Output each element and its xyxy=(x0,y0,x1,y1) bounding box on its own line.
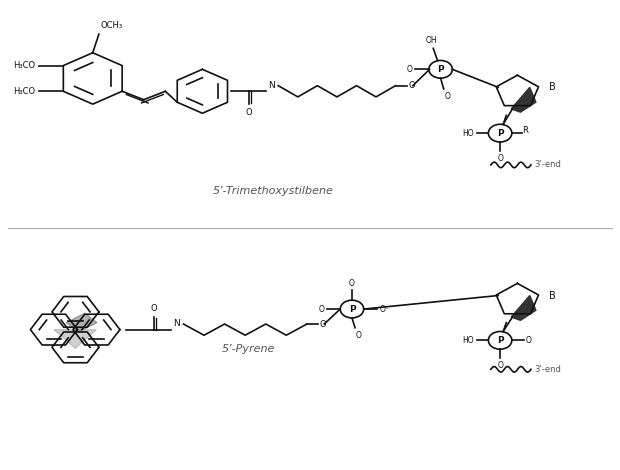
Text: 5’-Pyrene: 5’-Pyrene xyxy=(221,345,275,354)
Text: O: O xyxy=(445,92,450,101)
Text: P: P xyxy=(437,65,444,74)
Text: O: O xyxy=(320,320,327,329)
Text: O⁻: O⁻ xyxy=(379,305,389,313)
Text: P: P xyxy=(348,305,355,313)
Text: HO: HO xyxy=(463,129,474,138)
Text: H₃CO: H₃CO xyxy=(14,61,35,70)
Text: N: N xyxy=(268,81,275,90)
Text: O: O xyxy=(409,81,415,90)
Text: B: B xyxy=(549,290,556,300)
Polygon shape xyxy=(512,87,536,112)
Text: OH: OH xyxy=(425,36,437,45)
Text: O: O xyxy=(349,279,355,288)
Text: HO: HO xyxy=(463,336,474,345)
Polygon shape xyxy=(66,313,97,332)
Text: O: O xyxy=(406,65,412,74)
Text: 3’-end: 3’-end xyxy=(534,160,561,169)
Text: P: P xyxy=(497,129,503,138)
Text: O: O xyxy=(356,330,361,339)
Text: O: O xyxy=(151,304,157,313)
Text: 3’-end: 3’-end xyxy=(534,365,561,374)
Text: P: P xyxy=(497,336,503,345)
Text: N: N xyxy=(173,319,180,328)
Text: O: O xyxy=(246,108,252,117)
Text: OCH₃: OCH₃ xyxy=(100,21,122,30)
Text: B: B xyxy=(549,82,556,93)
Text: H₃CO: H₃CO xyxy=(14,87,35,96)
Text: O: O xyxy=(526,336,532,345)
Text: O: O xyxy=(319,305,325,313)
Text: R: R xyxy=(521,126,528,135)
Polygon shape xyxy=(512,296,536,321)
Text: O: O xyxy=(497,361,503,370)
Text: 5’-Trimethoxystilbene: 5’-Trimethoxystilbene xyxy=(213,186,334,196)
Polygon shape xyxy=(54,329,97,348)
Text: O: O xyxy=(497,154,503,163)
